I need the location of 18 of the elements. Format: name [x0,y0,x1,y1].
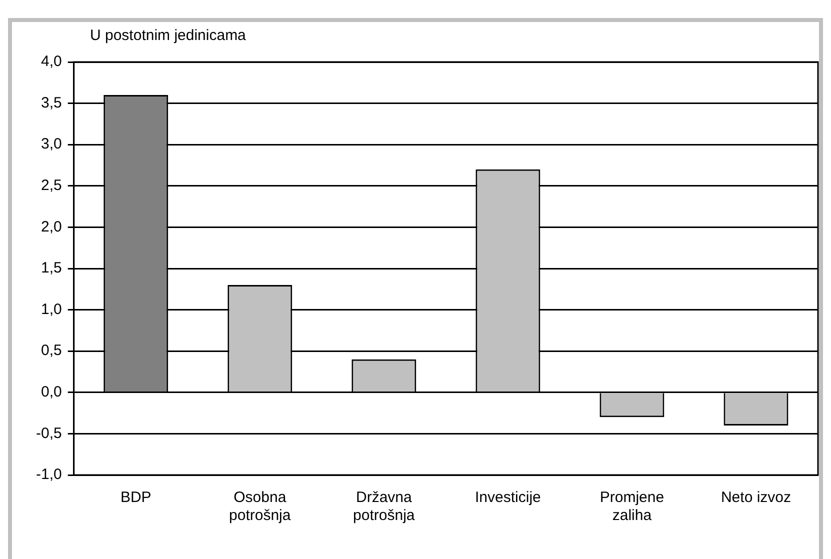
y-tick-label: -0,5 [36,424,62,442]
y-tick-label: 3,0 [40,136,62,153]
y-tick-label: 2,0 [40,218,62,236]
y-tick-label: -1,0 [36,466,62,484]
y-tick-label: 1,5 [40,260,62,277]
x-tick-label: Državna potrošnja [353,489,416,524]
x-tick-label: BDP [120,489,152,506]
y-tick-label: 0,5 [40,342,62,360]
x-tick-label: Promjene zaliha [600,489,664,524]
y-tick-label: 0,0 [40,384,62,401]
y-axis-title: U postotnim jedinicama [90,27,246,44]
x-tick-label: Neto izvoz [720,489,792,506]
x-tick-label: Investicije [475,489,541,506]
y-tick-label: 3,5 [40,94,62,112]
y-tick-label: 4,0 [40,53,62,70]
x-tick-label: Osobna potrošnja [229,489,292,524]
y-tick-label: 2,5 [40,177,62,194]
y-tick-label: 1,0 [40,300,62,318]
